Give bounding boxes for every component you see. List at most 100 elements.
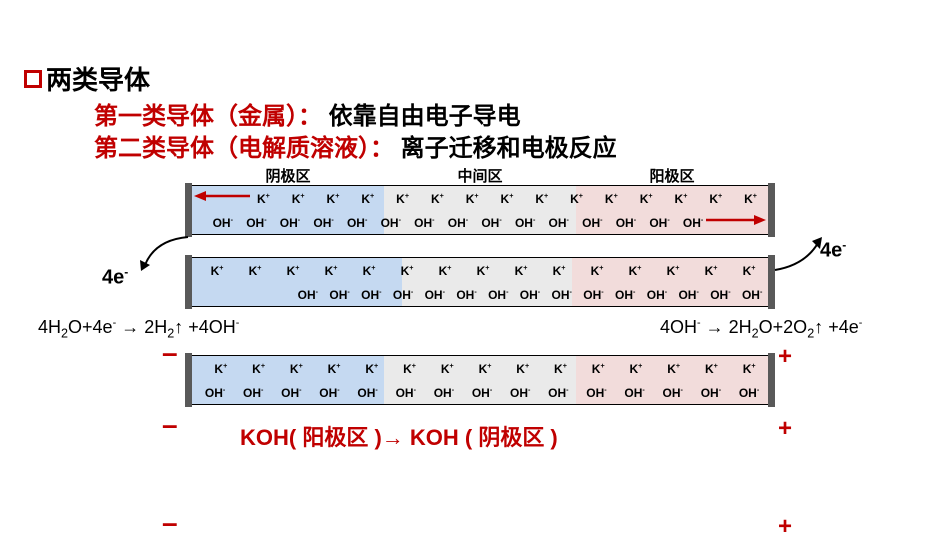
cathode-sign-1: – [162, 337, 178, 369]
k-plus-ion: K+ [617, 361, 655, 376]
oh-minus-ion: OH- [310, 385, 348, 400]
conductor-type-2: 第二类导体（电解质溶液）： 离子迁移和电极反应 [94, 128, 617, 163]
k-migration-arrow [192, 189, 252, 203]
oh-minus-ion: OH- [355, 287, 387, 302]
anode-sign-3: + [778, 513, 792, 541]
k-plus-ion: K+ [664, 191, 699, 206]
k-plus-ion: K+ [629, 191, 664, 206]
oh-migration-arrow [704, 213, 768, 227]
k-plus-ion: K+ [559, 191, 594, 206]
k-plus-ion: K+ [502, 263, 540, 278]
k-plus-ion: K+ [524, 191, 559, 206]
cell-row-1: K+K+K+K+K+K+K+K+K+K+K+K+K+K+K+OH-OH-OH-O… [192, 185, 768, 235]
k-plus-ion: K+ [693, 361, 731, 376]
oh-minus-row: OH-OH-OH-OH-OH-OH-OH-OH-OH-OH-OH-OH-OH-O… [292, 287, 768, 302]
k-plus-ion: K+ [391, 361, 429, 376]
label-cathode: 阴极区 [192, 165, 384, 186]
oh-minus-ion: OH- [387, 385, 425, 400]
oh-minus-ion: OH- [609, 215, 643, 230]
oh-minus-ion: OH- [374, 215, 408, 230]
k-plus-ion: K+ [428, 361, 466, 376]
k-plus-ion: K+ [654, 263, 692, 278]
oh-minus-ion: OH- [292, 287, 324, 302]
oh-minus-ion: OH- [736, 287, 768, 302]
oh-minus-ion: OH- [349, 385, 387, 400]
k-plus-ion: K+ [316, 191, 351, 206]
k-plus-ion: K+ [315, 361, 353, 376]
cell-row-3: K+K+K+K+K+K+K+K+K+K+K+K+K+K+K+OH-OH-OH-O… [192, 355, 768, 405]
oh-minus-ion: OH- [425, 385, 463, 400]
oh-minus-ion: OH- [577, 385, 615, 400]
line1-red: 第一类导体（金属）： [94, 103, 322, 130]
oh-minus-ion: OH- [307, 215, 341, 230]
cathode-electrode [185, 183, 192, 237]
oh-minus-ion: OH- [609, 287, 641, 302]
oh-minus-ion: OH- [576, 215, 610, 230]
oh-minus-ion: OH- [641, 287, 673, 302]
oh-minus-ion: OH- [508, 215, 542, 230]
oh-minus-ion: OH- [514, 287, 546, 302]
oh-minus-ion: OH- [408, 215, 442, 230]
k-plus-ion: K+ [281, 191, 316, 206]
oh-minus-ion: OH- [692, 385, 730, 400]
k-plus-ion: K+ [274, 263, 312, 278]
anode-equation: 4OH- → 2H2O+2O2↑ +4e- [660, 317, 862, 341]
k-plus-ion: K+ [353, 361, 391, 376]
oh-minus-ion: OH- [730, 385, 768, 400]
k-plus-ion: K+ [455, 191, 490, 206]
oh-minus-ion: OH- [206, 215, 240, 230]
anode-electrode [768, 183, 775, 237]
oh-minus-ion: OH- [240, 215, 274, 230]
oh-minus-ion: OH- [451, 287, 483, 302]
oh-minus-ion: OH- [616, 385, 654, 400]
k-plus-ion: K+ [277, 361, 315, 376]
cathode-sign-2: – [162, 409, 178, 441]
region-labels: 阴极区 中间区 阳极区 [192, 165, 768, 186]
label-middle: 中间区 [384, 165, 576, 186]
oh-minus-ion: OH- [340, 215, 374, 230]
main-title: 两类导体 [46, 60, 150, 97]
oh-minus-row: OH-OH-OH-OH-OH-OH-OH-OH-OH-OH-OH-OH-OH-O… [206, 215, 710, 230]
k-plus-ion: K+ [350, 263, 388, 278]
cell-row-2: K+K+K+K+K+K+K+K+K+K+K+K+K+K+K+OH-OH-OH-O… [192, 257, 768, 307]
oh-minus-ion: OH- [482, 287, 514, 302]
k-plus-row: K+K+K+K+K+K+K+K+K+K+K+K+K+K+K+ [202, 361, 768, 376]
k-plus-ion: K+ [236, 263, 274, 278]
cathode-electrode [185, 353, 192, 407]
oh-minus-row: OH-OH-OH-OH-OH-OH-OH-OH-OH-OH-OH-OH-OH-O… [196, 385, 768, 400]
electron-arrow-left [135, 235, 195, 275]
oh-minus-ion: OH- [419, 287, 451, 302]
oh-minus-ion: OH- [546, 287, 578, 302]
oh-minus-ion: OH- [673, 287, 705, 302]
label-anode: 阳极区 [576, 165, 768, 186]
k-plus-ion: K+ [698, 191, 733, 206]
oh-minus-ion: OH- [196, 385, 234, 400]
k-plus-ion: K+ [420, 191, 455, 206]
k-plus-ion: K+ [540, 263, 578, 278]
oh-minus-ion: OH- [578, 287, 610, 302]
oh-minus-ion: OH- [234, 385, 272, 400]
oh-minus-ion: OH- [324, 287, 356, 302]
line2-red: 第二类导体（电解质溶液）： [94, 135, 394, 162]
oh-minus-ion: OH- [643, 215, 677, 230]
k-plus-ion: K+ [385, 191, 420, 206]
koh-transfer-summary: KOH( 阳极区 )→ KOH ( 阴极区 ) [240, 420, 558, 452]
k-plus-ion: K+ [464, 263, 502, 278]
k-plus-row: K+K+K+K+K+K+K+K+K+K+K+K+K+K+K+ [246, 191, 768, 206]
k-plus-ion: K+ [312, 263, 350, 278]
oh-minus-ion: OH- [705, 287, 737, 302]
k-plus-ion: K+ [388, 263, 426, 278]
line2-black: 离子迁移和电极反应 [394, 135, 617, 162]
k-plus-ion: K+ [490, 191, 525, 206]
k-plus-ion: K+ [578, 263, 616, 278]
oh-minus-ion: OH- [475, 215, 509, 230]
anode-sign-2: + [778, 415, 792, 443]
k-plus-ion: K+ [692, 263, 730, 278]
oh-minus-ion: OH- [463, 385, 501, 400]
oh-minus-ion: OH- [501, 385, 539, 400]
k-plus-ion: K+ [730, 263, 768, 278]
k-plus-ion: K+ [198, 263, 236, 278]
k-plus-row: K+K+K+K+K+K+K+K+K+K+K+K+K+K+K+ [198, 263, 768, 278]
k-plus-ion: K+ [350, 191, 385, 206]
four-e-left-label: 4e- [102, 265, 128, 290]
